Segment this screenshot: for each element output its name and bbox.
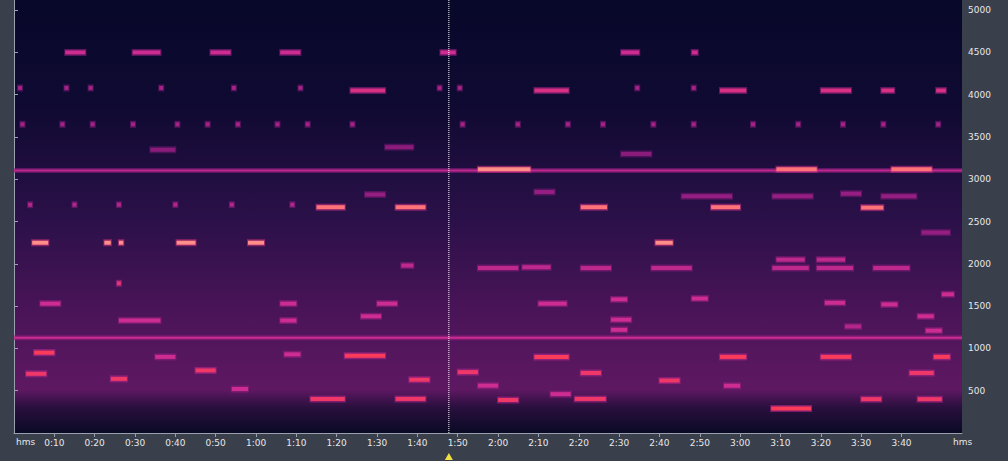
svg-text:2:20: 2:20 [569, 438, 589, 448]
svg-text:hms: hms [953, 437, 972, 447]
svg-text:1000: 1000 [968, 343, 991, 353]
svg-text:2000: 2000 [968, 259, 991, 269]
svg-text:2:50: 2:50 [690, 438, 710, 448]
svg-text:1:50: 1:50 [448, 438, 468, 448]
svg-text:4000: 4000 [968, 90, 991, 100]
svg-text:1:20: 1:20 [327, 438, 347, 448]
svg-text:4500: 4500 [968, 47, 991, 57]
svg-text:2:10: 2:10 [528, 438, 548, 448]
svg-text:1:00: 1:00 [246, 438, 266, 448]
svg-text:0:50: 0:50 [206, 438, 226, 448]
svg-text:hms: hms [16, 437, 35, 447]
svg-text:0:20: 0:20 [85, 438, 105, 448]
svg-text:2:30: 2:30 [609, 438, 629, 448]
svg-text:1500: 1500 [968, 301, 991, 311]
svg-text:0:30: 0:30 [125, 438, 145, 448]
svg-text:3:10: 3:10 [770, 438, 790, 448]
svg-text:3:40: 3:40 [891, 438, 911, 448]
svg-text:3500: 3500 [968, 132, 991, 142]
svg-text:1:40: 1:40 [407, 438, 427, 448]
svg-text:5000: 5000 [968, 5, 991, 15]
svg-text:0:40: 0:40 [165, 438, 185, 448]
svg-text:3000: 3000 [968, 174, 991, 184]
svg-text:2:00: 2:00 [488, 438, 508, 448]
svg-text:2:40: 2:40 [649, 438, 669, 448]
svg-text:3:30: 3:30 [851, 438, 871, 448]
svg-text:1:10: 1:10 [286, 438, 306, 448]
svg-text:2500: 2500 [968, 217, 991, 227]
svg-text:3:20: 3:20 [811, 438, 831, 448]
svg-text:3:00: 3:00 [730, 438, 750, 448]
svg-text:1:30: 1:30 [367, 438, 387, 448]
svg-text:500: 500 [968, 386, 985, 396]
svg-text:0:10: 0:10 [44, 438, 64, 448]
